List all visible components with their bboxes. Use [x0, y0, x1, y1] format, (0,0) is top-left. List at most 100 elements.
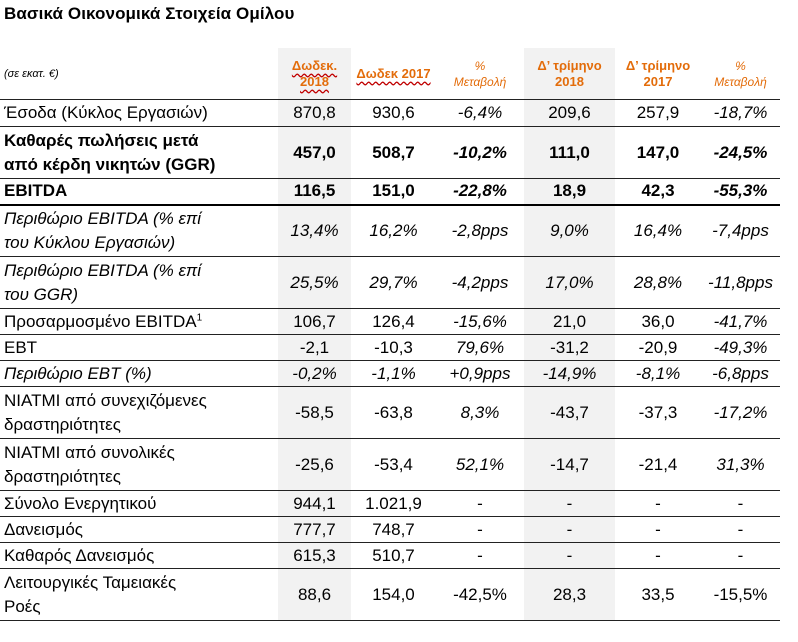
- cell-fy2017: 126,4: [351, 308, 436, 335]
- row-label: Περιθώριο EBITDA (% επί του GGR): [0, 256, 278, 309]
- header-q4-2018-b: 2018: [555, 73, 584, 89]
- cell-fy2018: -25,6: [278, 438, 351, 491]
- row-label-line1: ΝΙΑΤΜΙ από συνεχιζόμενες: [4, 390, 207, 410]
- cell-q4-2018: -: [524, 516, 615, 543]
- row-label: Λειτουργικές Ταμειακές Ροές: [0, 568, 278, 621]
- cell-q4-2018: -31,2: [524, 334, 615, 361]
- cell-q4-2017: 42,3: [615, 178, 701, 206]
- header-pct-a: %: [474, 58, 486, 73]
- cell-fy2017: 16,2%: [351, 204, 436, 257]
- row-label-line1: Καθαρές πωλήσεις μετά: [4, 130, 199, 150]
- header-q4-2018-a: Δ’ τρίμηνο: [537, 57, 602, 73]
- row-label-line1: Λειτουργικές Ταμειακές: [4, 572, 177, 592]
- cell-q4-2017: -37,3: [615, 386, 701, 439]
- cell-q4-2017: 33,5: [615, 568, 701, 621]
- cell-q-pct: -11,8pps: [701, 256, 780, 309]
- cell-fy2017: 930,6: [351, 99, 436, 127]
- cell-q4-2018: -: [524, 490, 615, 517]
- header-fy2017: Δωδεκ 2017: [356, 65, 431, 81]
- cell-fy2017: 510,7: [351, 542, 436, 569]
- cell-q4-2017: -21,4: [615, 438, 701, 491]
- table-row: Περιθώριο EBT (%) -0,2% -1,1% +0,9pps -1…: [0, 360, 780, 387]
- row-label-line2: δραστηριότητες: [4, 414, 121, 434]
- table-row: EBITDA 116,5 151,0 -22,8% 18,9 42,3 -55,…: [0, 178, 780, 206]
- cell-q4-2018: -: [524, 542, 615, 569]
- cell-pct: -10,2%: [436, 126, 524, 179]
- cell-q4-2018: -14,9%: [524, 360, 615, 387]
- row-label: Καθαρός Δανεισμός: [0, 542, 278, 569]
- cell-fy2017: -1,1%: [351, 360, 436, 387]
- cell-q4-2017: 257,9: [615, 99, 701, 127]
- cell-q-pct: -: [701, 490, 780, 517]
- table-row: Καθαρές πωλήσεις μετά από κέρδη νικητών (…: [0, 126, 780, 179]
- cell-q4-2017: -: [615, 542, 701, 569]
- cell-pct: -: [436, 516, 524, 543]
- cell-q4-2018: 21,0: [524, 308, 615, 335]
- cell-q-pct: -7,4pps: [701, 204, 780, 257]
- cell-fy2018: 106,7: [278, 308, 351, 335]
- cell-q-pct: -: [701, 542, 780, 569]
- cell-pct: 79,6%: [436, 334, 524, 361]
- table-row: Έσοδα (Κύκλος Εργασιών) 870,8 930,6 -6,4…: [0, 99, 780, 127]
- cell-q-pct: -: [701, 516, 780, 543]
- cell-q-pct: -49,3%: [701, 334, 780, 361]
- header-fy2018: Δωδεκ. 2018: [291, 57, 338, 89]
- cell-fy2017: -63,8: [351, 386, 436, 439]
- cell-q-pct: -6,8pps: [701, 360, 780, 387]
- cell-pct: -: [436, 490, 524, 517]
- header-q-pct-a: %: [735, 58, 746, 73]
- row-label: Δανεισμός: [0, 516, 278, 543]
- table-row: Λειτουργικές Ταμειακές Ροές 88,6 154,0 -4…: [0, 568, 780, 621]
- cell-pct: 8,3%: [436, 386, 524, 439]
- footnote-marker: 1: [196, 311, 203, 323]
- cell-q4-2018: 18,9: [524, 178, 615, 206]
- cell-pct: -2,8pps: [436, 204, 524, 257]
- row-label: ΝΙΑΤΜΙ από συνεχιζόμενες δραστηριότητες: [0, 386, 278, 439]
- row-label-line1: ΝΙΑΤΜΙ από συνολικές: [4, 442, 175, 462]
- cell-fy2017: 29,7%: [351, 256, 436, 309]
- table-row: Δανεισμός 777,7 748,7 - - - -: [0, 516, 780, 543]
- cell-pct: -: [436, 542, 524, 569]
- cell-fy2017: 1.021,9: [351, 490, 436, 517]
- table-row: Περιθώριο EBITDA (% επί του Κύκλου Εργασι…: [0, 204, 780, 257]
- cell-q4-2017: -20,9: [615, 334, 701, 361]
- cell-fy2018: 944,1: [278, 490, 351, 517]
- cell-fy2017: 154,0: [351, 568, 436, 621]
- cell-q4-2018: -43,7: [524, 386, 615, 439]
- cell-fy2018: 88,6: [278, 568, 351, 621]
- row-label-line2: Ροές: [4, 596, 41, 616]
- cell-q-pct: -24,5%: [701, 126, 780, 179]
- row-label: Περιθώριο EBITDA (% επί του Κύκλου Εργασι…: [0, 204, 278, 257]
- cell-q4-2017: -: [615, 490, 701, 517]
- cell-q-pct: -15,5%: [701, 568, 780, 621]
- cell-pct: -15,6%: [436, 308, 524, 335]
- header-pct-b: Μεταβολή: [453, 74, 507, 89]
- table-row: EBT -2,1 -10,3 79,6% -31,2 -20,9 -49,3%: [0, 334, 780, 361]
- cell-q-pct: -17,2%: [701, 386, 780, 439]
- cell-q4-2018: 209,6: [524, 99, 615, 127]
- row-label-line2: του GGR): [4, 284, 79, 304]
- cell-q-pct: 31,3%: [701, 438, 780, 491]
- cell-q4-2017: -: [615, 516, 701, 543]
- cell-q4-2017: -8,1%: [615, 360, 701, 387]
- cell-fy2018: -58,5: [278, 386, 351, 439]
- cell-q4-2018: 17,0%: [524, 256, 615, 309]
- row-label-line1: Περιθώριο EBITDA (% επί: [4, 208, 202, 228]
- row-label: Έσοδα (Κύκλος Εργασιών): [0, 99, 278, 127]
- table-row: Σύνολο Ενεργητικού 944,1 1.021,9 - - - -: [0, 490, 780, 517]
- cell-fy2017: 508,7: [351, 126, 436, 179]
- row-label: Περιθώριο EBT (%): [0, 360, 278, 387]
- cell-fy2017: -10,3: [351, 334, 436, 361]
- cell-q-pct: -18,7%: [701, 99, 780, 127]
- row-label: Καθαρές πωλήσεις μετά από κέρδη νικητών (…: [0, 126, 278, 179]
- cell-fy2018: 13,4%: [278, 204, 351, 257]
- cell-pct: -22,8%: [436, 178, 524, 206]
- unit-label: (σε εκατ. €): [0, 48, 278, 100]
- page-title: Βασικά Οικονομικά Στοιχεία Ομίλου: [4, 4, 295, 23]
- header-q-pct-b: Μεταβολή: [714, 74, 767, 89]
- cell-fy2018: 116,5: [278, 178, 351, 206]
- table-row: Περιθώριο EBITDA (% επί του GGR) 25,5% 29…: [0, 256, 780, 309]
- cell-q4-2018: 9,0%: [524, 204, 615, 257]
- row-label-line2: από κέρδη νικητών (GGR): [4, 154, 216, 174]
- row-label-line1: Περιθώριο EBITDA (% επί: [4, 260, 202, 280]
